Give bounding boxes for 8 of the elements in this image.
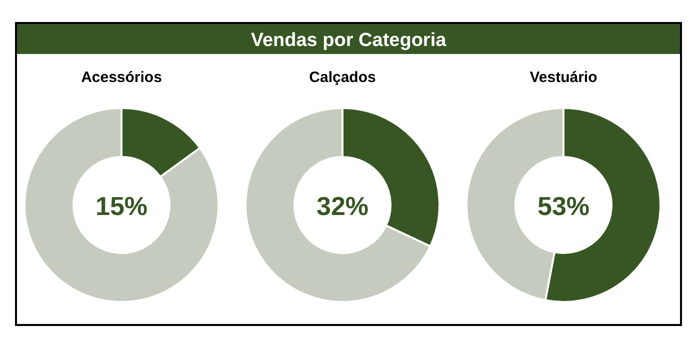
text: Vendas por Categoria <box>250 30 447 51</box>
chart-title: Vestuário <box>530 69 598 86</box>
chart-title: Calçados <box>309 69 376 86</box>
text: 15% <box>95 191 148 221</box>
donut-slice <box>24 107 220 303</box>
text: 32% <box>316 191 369 221</box>
text: 53% <box>537 191 590 221</box>
chart-title: Acessórios <box>81 69 162 86</box>
